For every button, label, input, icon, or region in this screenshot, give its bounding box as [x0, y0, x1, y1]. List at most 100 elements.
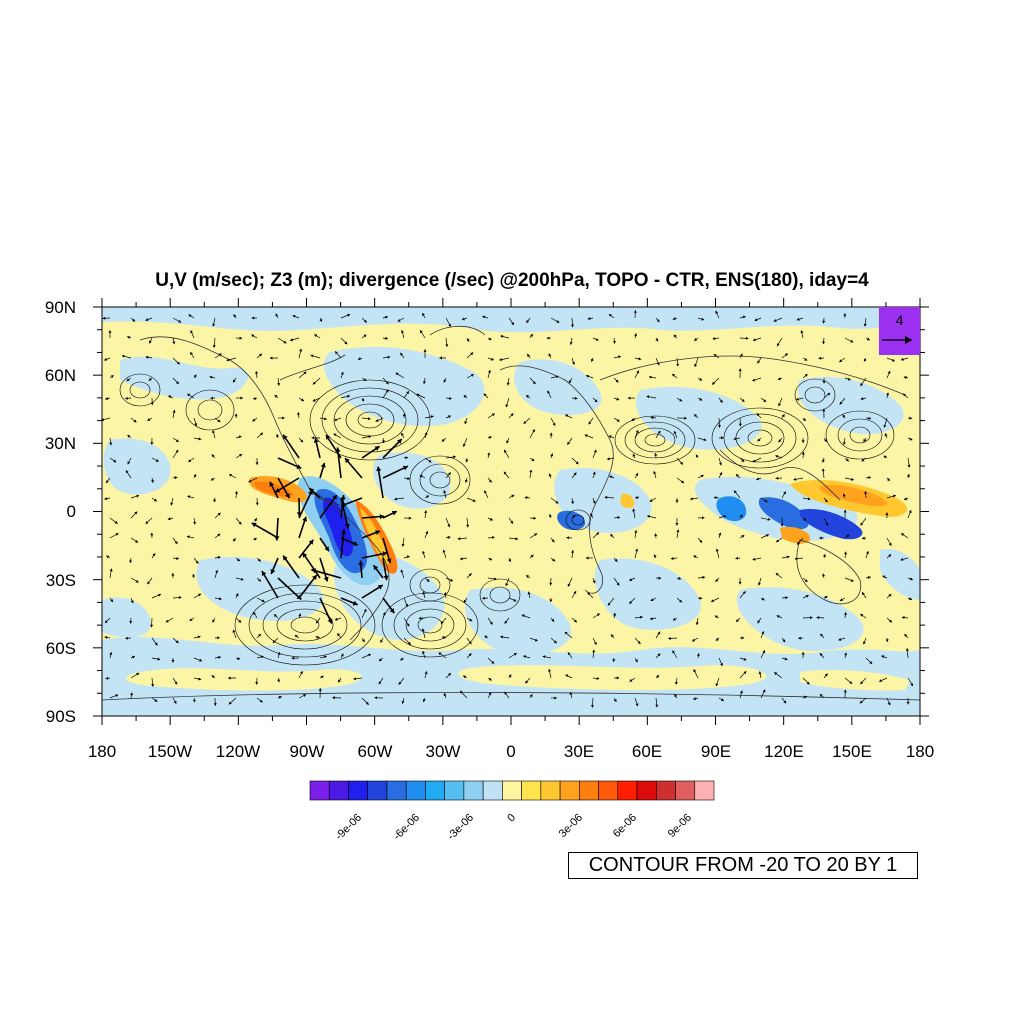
- wind-vector-head: [844, 652, 848, 656]
- wind-vector-head: [681, 480, 684, 484]
- wind-vector-head: [121, 354, 125, 358]
- wind-vector-head: [422, 551, 425, 554]
- wind-vector-head: [442, 636, 445, 640]
- wind-vector-head: [654, 453, 658, 456]
- wind-vector-head: [313, 438, 319, 443]
- wind-vector-head: [383, 575, 389, 581]
- wind-vector-head: [253, 537, 257, 541]
- wind-vector-head: [569, 342, 573, 345]
- wind-vector-head: [172, 410, 176, 413]
- wind-vector-head: [155, 459, 159, 462]
- wind-vector-head: [566, 536, 570, 540]
- wind-vector-head: [238, 619, 242, 623]
- wind-vector-head: [344, 523, 350, 529]
- wind-vector-head: [491, 660, 495, 664]
- wind-vector-head: [527, 591, 531, 595]
- wind-vector-head: [483, 393, 487, 397]
- wind-vector-head: [550, 453, 554, 457]
- wind-vector-head: [136, 672, 140, 676]
- wind-vector-head: [743, 657, 747, 661]
- wind-vector-head: [715, 579, 719, 582]
- wind-vector: [336, 447, 342, 479]
- wind-vector-head: [373, 565, 379, 571]
- wind-vector-head: [110, 599, 113, 603]
- colorbar-swatch: [309, 780, 330, 801]
- wind-vector-head: [596, 613, 600, 617]
- wind-vector-head: [176, 361, 180, 365]
- wind-vector-head: [151, 479, 154, 483]
- wind-vector-head: [193, 474, 197, 478]
- wind-vector-head: [656, 362, 660, 366]
- wind-vector-head: [311, 568, 317, 574]
- wind-vector-head: [131, 655, 135, 659]
- wind-vector-head: [555, 500, 559, 504]
- wind-vector-head: [909, 437, 913, 441]
- coastlines: [102, 325, 920, 701]
- wind-vector-head: [668, 636, 671, 640]
- wind-vector-head: [312, 381, 316, 385]
- wind-vector-head: [680, 461, 683, 465]
- wind-vector-head: [105, 397, 109, 401]
- wind-vector-head: [782, 639, 786, 643]
- wind-vector-head: [822, 554, 826, 557]
- wind-vector-head: [425, 531, 429, 535]
- colorbar-label: 6e-06: [611, 812, 639, 840]
- wind-vector-head: [358, 560, 364, 566]
- wind-vector-head: [218, 353, 222, 357]
- wind-vector-head: [193, 521, 197, 525]
- wind-vector-head: [827, 392, 831, 396]
- wind-vector-head: [712, 381, 716, 385]
- wind-vector-head: [629, 678, 633, 682]
- wind-vector-head: [594, 399, 598, 403]
- wind-vector: [298, 489, 313, 519]
- colorbar-swatch: [444, 780, 465, 801]
- chart-title: U,V (m/sec); Z3 (m); divergence (/sec) @…: [155, 270, 869, 291]
- wind-vector-head: [444, 592, 448, 595]
- reference-vector-box: 4: [879, 307, 920, 355]
- wind-vector-head: [175, 439, 179, 442]
- wind-vector-head: [883, 424, 887, 428]
- wind-vector-head: [672, 650, 676, 654]
- wind-vector-head: [401, 330, 404, 333]
- wind-vector-head: [805, 595, 809, 598]
- wind-vector-head: [176, 556, 179, 560]
- wind-vector-head: [533, 516, 536, 520]
- wind-vector-head: [234, 491, 238, 494]
- wind-vector-head: [460, 557, 463, 561]
- wind-vector-head: [338, 679, 341, 683]
- wind-vector-head: [449, 396, 452, 400]
- wind-vector-head: [469, 618, 473, 622]
- wind-vector-head: [172, 341, 176, 345]
- wind-vector-head: [416, 393, 420, 397]
- wind-vector-head: [774, 672, 778, 676]
- wind-vector-head: [464, 421, 468, 424]
- x-tick-label: 120E: [764, 742, 804, 761]
- wind-vector-head: [212, 323, 216, 327]
- wind-vector-head: [646, 395, 650, 399]
- wind-vector-head: [757, 620, 761, 624]
- wind-vector-head: [775, 573, 779, 576]
- wind-vector: [282, 434, 300, 459]
- wind-vector-head: [489, 621, 493, 625]
- wind-vector-head: [419, 475, 423, 478]
- wind-vector-head: [891, 358, 895, 362]
- wind-vector-head: [421, 628, 425, 632]
- wind-vector-head: [908, 510, 912, 514]
- positive-divergence-patches: [126, 665, 910, 691]
- wind-vector-head: [258, 353, 262, 357]
- wind-vector-head: [735, 556, 739, 560]
- wind-vector-head: [105, 620, 108, 623]
- wind-vector-head: [150, 532, 154, 536]
- wind-vector-head: [318, 688, 322, 691]
- wind-vector-head: [612, 341, 616, 344]
- wind-vector-head: [443, 693, 447, 697]
- wind-vector-head: [307, 490, 313, 496]
- wind-vector-head: [251, 316, 255, 320]
- wind-vector-head: [821, 459, 825, 463]
- wind-vector-head: [315, 635, 319, 639]
- wind-vector-head: [551, 618, 555, 622]
- wind-vector-head: [847, 377, 851, 381]
- wind-vector-head: [801, 440, 805, 443]
- colorbar-swatch: [694, 780, 715, 801]
- wind-vector-head: [587, 317, 591, 320]
